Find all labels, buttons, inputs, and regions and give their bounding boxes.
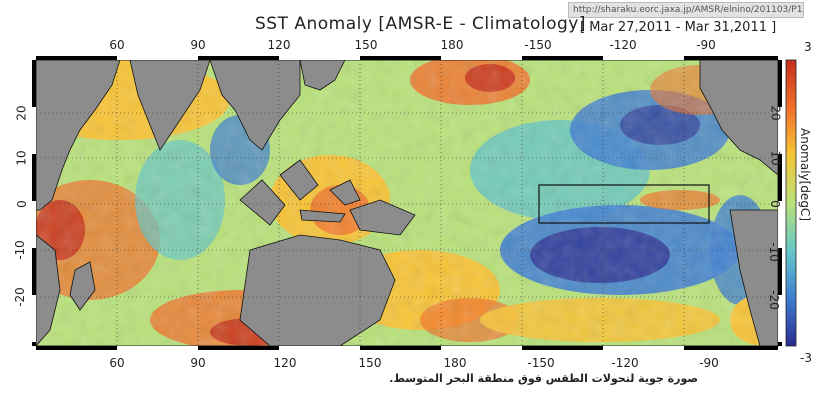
- lon-tick-top-150: 150: [354, 38, 378, 52]
- lon-tick-bottom-m90: -90: [699, 356, 719, 370]
- source-url: http://sharaku.eorc.jaxa.jp/AMSR/elnino/…: [568, 2, 804, 18]
- lon-tick-top-m120: -120: [609, 38, 637, 52]
- colorbar-label: Anomaly[degC]: [798, 128, 812, 221]
- colorbar-tick-m20: -20: [766, 290, 781, 310]
- lat-tick-left-20: 20: [14, 105, 29, 121]
- lat-tick-left-0: 0: [14, 200, 29, 208]
- lon-tick-bottom-60: 60: [109, 356, 125, 370]
- lat-tick-left-m20: -20: [12, 287, 27, 307]
- date-range: [ Mar 27,2011 - Mar 31,2011 ]: [580, 20, 777, 35]
- lon-tick-top-90: 90: [190, 38, 206, 52]
- lon-tick-top-m150: -150: [524, 38, 552, 52]
- land-masses: [36, 60, 778, 346]
- colorbar-tick-0: 0: [767, 200, 782, 208]
- lon-tick-bottom-m120: -120: [611, 356, 639, 370]
- figure-caption: صورة جوية لتحولات الطقس فوق منطقة البحر …: [389, 372, 698, 385]
- colorbar: [785, 59, 797, 347]
- lon-tick-bottom-m150: -150: [527, 356, 555, 370]
- colorbar-min: -3: [800, 351, 812, 365]
- colorbar-max: 3: [804, 40, 812, 54]
- lon-tick-bottom-150: 150: [358, 356, 382, 370]
- lon-tick-bottom-120: 120: [273, 356, 297, 370]
- lon-tick-top-180: 180: [440, 38, 464, 52]
- lon-tick-top-60: 60: [109, 38, 125, 52]
- lon-tick-bottom-90: 90: [190, 356, 206, 370]
- map-title: SST Anomaly [AMSR-E - Climatology]: [255, 14, 586, 34]
- lat-tick-left-10: 10: [14, 150, 29, 166]
- lat-tick-left-m10: -10: [12, 240, 27, 260]
- nino-region-box: [538, 184, 710, 224]
- ocean-anomaly-field: [36, 60, 778, 346]
- lon-tick-bottom-180: 180: [443, 356, 467, 370]
- graticule-bars: [32, 56, 782, 350]
- colorbar-tick-10: 10: [768, 150, 783, 166]
- lon-tick-top-m90: -90: [696, 38, 716, 52]
- colorbar-tick-m10: -10: [766, 242, 781, 262]
- colorbar-tick-20: 20: [768, 105, 783, 121]
- lon-tick-top-120: 120: [267, 38, 291, 52]
